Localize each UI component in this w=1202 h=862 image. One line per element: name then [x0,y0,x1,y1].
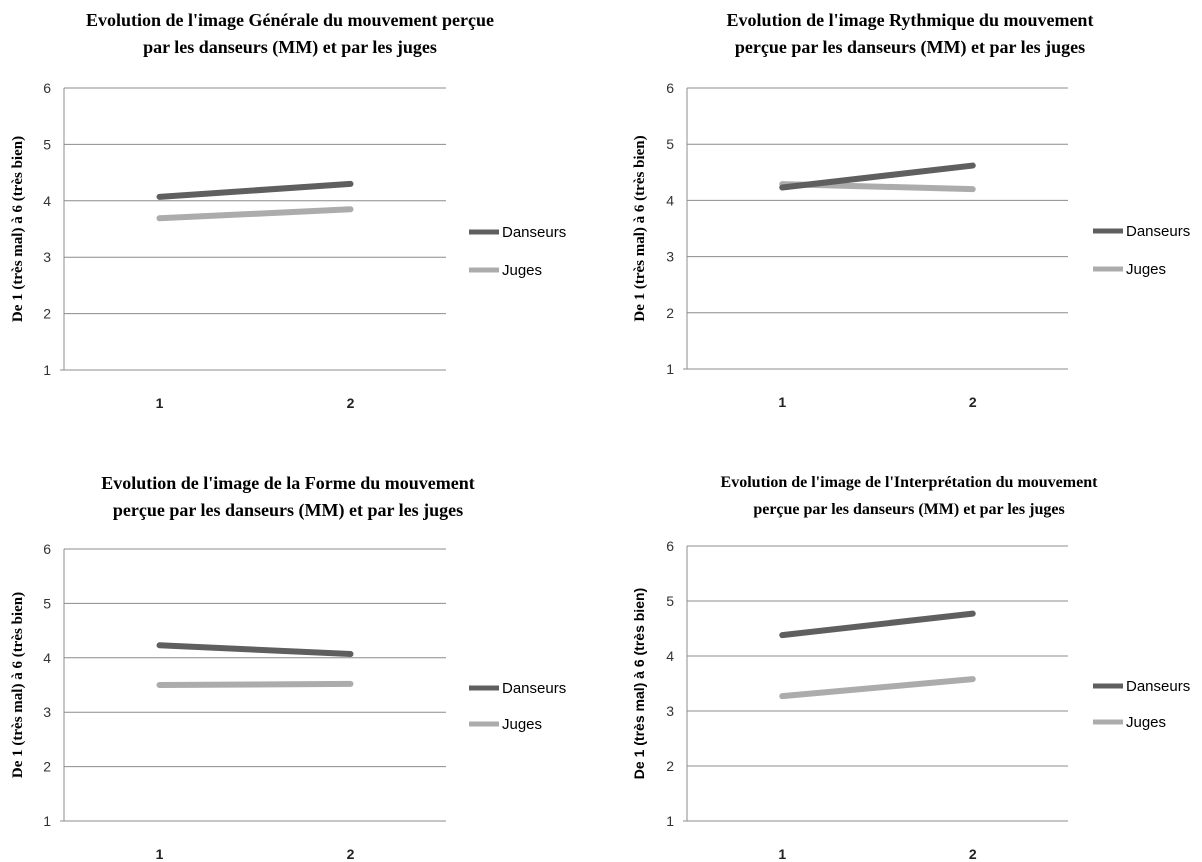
y-tick-label: 5 [43,136,51,152]
x-tick-label: 2 [969,846,977,862]
legend-label-juges: Juges [1126,714,1166,731]
chart-title-line-1: Evolution de l'image de la Forme du mouv… [101,473,474,493]
y-axis-label: De 1 (très mal) à 6 (très bien) [10,136,26,322]
y-tick-label: 2 [43,306,51,322]
chart-title-line-2: perçue par les danseurs (MM) et par les … [753,501,1064,518]
y-tick-label: 1 [43,813,51,829]
legend-label-danseurs: Danseurs [1126,678,1190,695]
series-line-danseurs [156,180,354,200]
y-tick-label: 2 [666,758,674,774]
y-tick-label: 5 [666,136,674,152]
x-tick-label: 1 [156,395,164,411]
y-tick-label: 4 [666,648,674,664]
legend-label-danseurs: Danseurs [1126,223,1190,240]
x-tick-label: 2 [347,846,355,862]
chart-panel-3: Evolution de l'image de la Forme du mouv… [10,473,566,862]
x-tick-label: 2 [969,394,977,410]
legend-label-danseurs: Danseurs [502,680,566,697]
y-tick-label: 2 [666,305,674,321]
x-tick-label: 1 [156,846,164,862]
y-axis-label: De 1 (très mal) à 6 (très bien) [631,588,647,779]
x-tick-label: 2 [347,395,355,411]
legend-label-juges: Juges [1126,261,1166,278]
series-line-juges [779,676,976,700]
y-tick-label: 3 [666,703,674,719]
y-tick-label: 6 [666,80,674,96]
chart-title-line-2: par les danseurs (MM) et par les juges [143,37,437,58]
y-axis-label: De 1 (très mal) à 6 (très bien) [10,592,26,778]
series-line-juges [156,206,354,222]
y-tick-label: 4 [43,193,51,209]
legend-label-juges: Juges [502,716,542,733]
series-line-danseurs [779,610,976,639]
chart-title-line-2: perçue par les danseurs (MM) et par les … [735,37,1085,58]
y-tick-label: 6 [43,80,51,96]
chart-title-line-1: Evolution de l'image de l'Interprétation… [721,474,1099,491]
y-tick-label: 3 [43,704,51,720]
y-tick-label: 5 [666,593,674,609]
y-tick-label: 6 [666,538,674,554]
y-tick-label: 1 [43,362,51,378]
x-tick-label: 1 [778,846,786,862]
y-tick-label: 1 [666,361,674,377]
chart-panel-2: Evolution de l'image Rythmique du mouvem… [632,10,1190,410]
series-line-danseurs [779,162,976,191]
legend-label-danseurs: Danseurs [502,224,566,241]
series-line-danseurs [156,642,354,657]
y-tick-label: 4 [43,650,51,666]
series-line-juges [156,680,354,688]
y-tick-label: 3 [666,249,674,265]
y-tick-label: 1 [666,813,674,829]
legend-label-juges: Juges [502,262,542,279]
y-tick-label: 2 [43,759,51,775]
y-tick-label: 5 [43,595,51,611]
chart-panel-1: Evolution de l'image Générale du mouveme… [10,10,566,411]
y-axis-label: De 1 (très mal) à 6 (très bien) [632,135,648,321]
y-tick-label: 4 [666,192,674,208]
x-tick-label: 1 [778,394,786,410]
y-tick-label: 6 [43,541,51,557]
chart-title-line-1: Evolution de l'image Rythmique du mouvem… [727,10,1094,30]
y-tick-label: 3 [43,249,51,265]
chart-panel-4: Evolution de l'image de l'Interprétation… [631,474,1190,862]
chart-title-line-2: perçue par les danseurs (MM) et par les … [113,500,463,521]
chart-title-line-1: Evolution de l'image Générale du mouveme… [86,10,494,30]
